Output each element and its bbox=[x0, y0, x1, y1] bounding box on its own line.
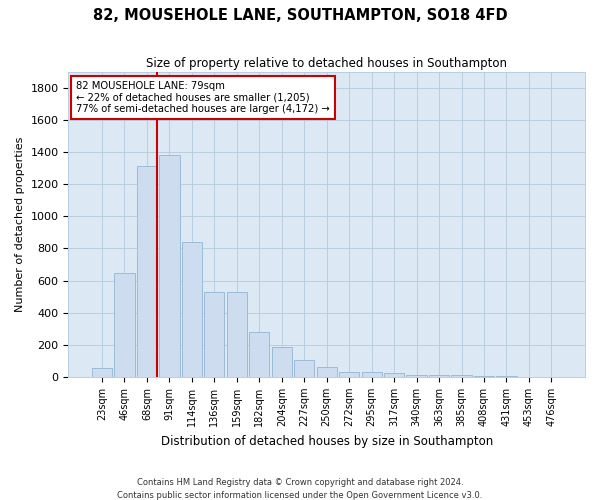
Bar bbox=[339, 372, 359, 377]
Text: 82, MOUSEHOLE LANE, SOUTHAMPTON, SO18 4FD: 82, MOUSEHOLE LANE, SOUTHAMPTON, SO18 4F… bbox=[92, 8, 508, 22]
Bar bbox=[406, 374, 427, 377]
Bar bbox=[451, 376, 472, 377]
Bar bbox=[204, 292, 224, 377]
Bar bbox=[474, 376, 494, 377]
Y-axis label: Number of detached properties: Number of detached properties bbox=[15, 136, 25, 312]
Bar bbox=[227, 292, 247, 377]
Text: 82 MOUSEHOLE LANE: 79sqm
← 22% of detached houses are smaller (1,205)
77% of sem: 82 MOUSEHOLE LANE: 79sqm ← 22% of detach… bbox=[76, 81, 330, 114]
X-axis label: Distribution of detached houses by size in Southampton: Distribution of detached houses by size … bbox=[161, 434, 493, 448]
Bar bbox=[317, 366, 337, 377]
Bar bbox=[294, 360, 314, 377]
Bar bbox=[429, 376, 449, 377]
Bar bbox=[137, 166, 157, 377]
Bar bbox=[249, 332, 269, 377]
Text: Contains HM Land Registry data © Crown copyright and database right 2024.
Contai: Contains HM Land Registry data © Crown c… bbox=[118, 478, 482, 500]
Bar bbox=[272, 347, 292, 377]
Bar bbox=[159, 155, 179, 377]
Title: Size of property relative to detached houses in Southampton: Size of property relative to detached ho… bbox=[146, 58, 507, 70]
Bar bbox=[92, 368, 112, 377]
Bar bbox=[384, 373, 404, 377]
Bar bbox=[115, 274, 134, 377]
Bar bbox=[182, 242, 202, 377]
Bar bbox=[362, 372, 382, 377]
